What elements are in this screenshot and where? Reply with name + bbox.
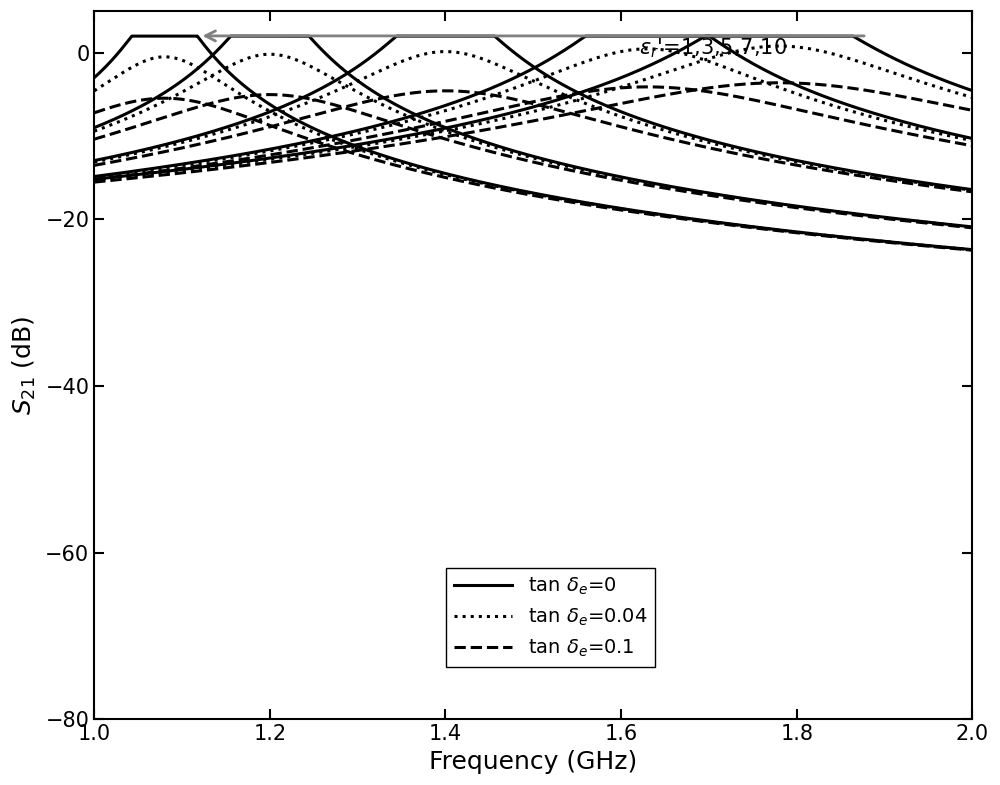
Y-axis label: $S_{21}$ (dB): $S_{21}$ (dB) xyxy=(11,316,38,415)
Text: $\varepsilon_r$'=1,3,5,7,10: $\varepsilon_r$'=1,3,5,7,10 xyxy=(639,36,787,60)
Legend: tan $\delta_e$=0, tan $\delta_e$=0.04, tan $\delta_e$=0.1: tan $\delta_e$=0, tan $\delta_e$=0.04, t… xyxy=(446,568,655,667)
X-axis label: Frequency (GHz): Frequency (GHz) xyxy=(429,750,637,774)
